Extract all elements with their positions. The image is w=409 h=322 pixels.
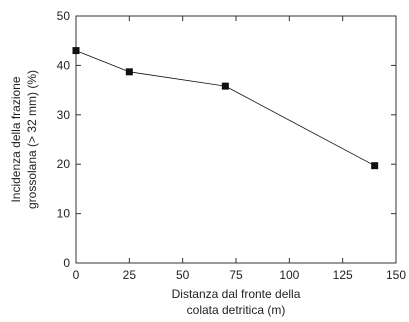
plot-frame [75,15,397,264]
series-lines [75,50,375,167]
x-axis-title-line-2: colata detritica (m) [187,303,286,317]
data-point [221,82,229,90]
series-line-segment [129,71,226,87]
axis-tick-labels: 0 25 50 75 100 125 150 0 10 20 30 40 50 [57,9,407,282]
y-tick-label: 50 [57,9,71,23]
series-line-segment [225,85,375,167]
x-tick-label: 125 [333,268,353,282]
series-line-segment [75,50,130,73]
data-point [72,47,80,55]
series-points [72,47,379,170]
x-tick-label: 100 [279,268,299,282]
x-tick-label: 25 [123,268,137,282]
x-tick-label: 0 [73,268,80,282]
y-tick-label: 30 [57,108,71,122]
data-point [125,68,133,76]
y-tick-label: 20 [57,157,71,171]
y-tick-label: 40 [57,58,71,72]
y-tick-label: 0 [63,256,70,270]
y-axis-title-line-1: Incidenza della frazione [9,76,23,202]
data-point [371,162,379,170]
x-tick-label: 50 [176,268,190,282]
y-axis-title: Incidenza della frazione grossolana (> 3… [9,70,39,209]
y-axis-title-line-2: grossolana (> 32 mm) (%) [25,70,39,209]
x-axis-title-line-1: Distanza dal fronte della [172,287,301,301]
axis-ticks [75,15,397,264]
x-tick-label: 75 [229,268,243,282]
y-tick-label: 10 [57,207,71,221]
x-tick-label: 150 [386,268,406,282]
